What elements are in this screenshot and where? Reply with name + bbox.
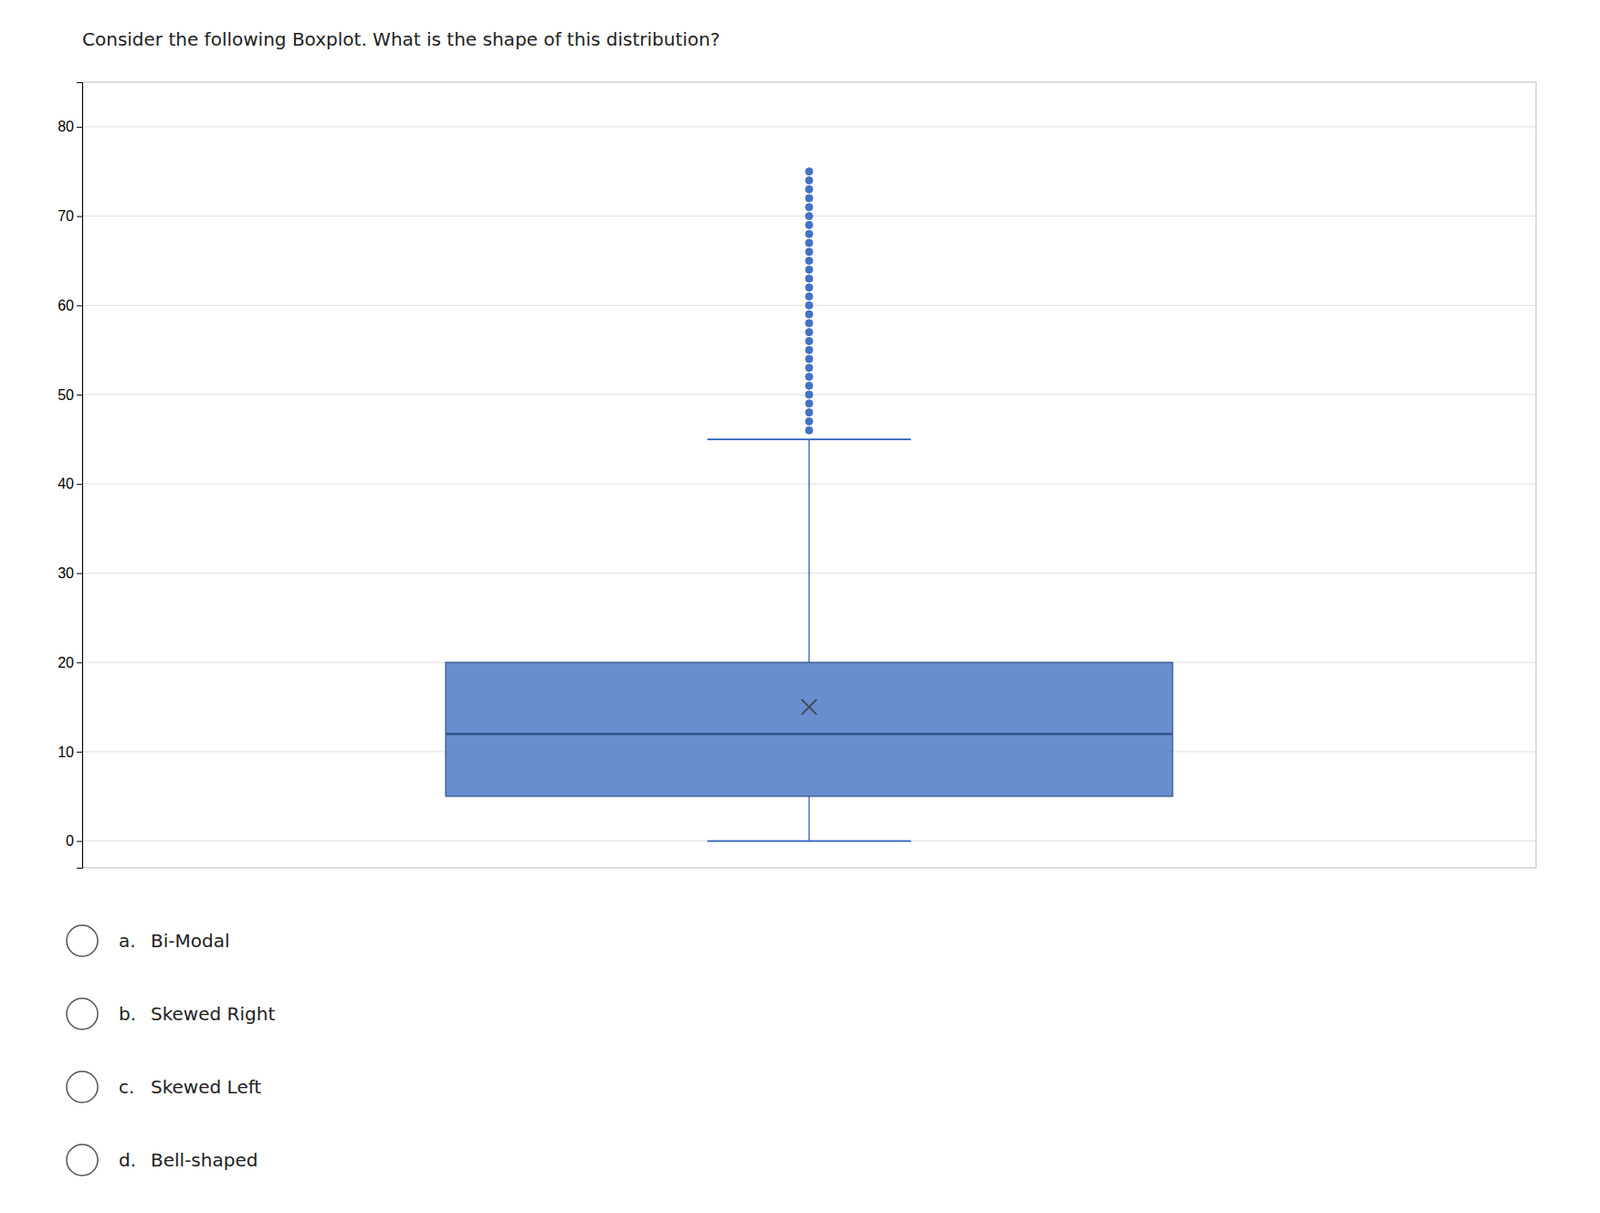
y-tick-mark <box>76 394 83 396</box>
y-tick-label: 40 <box>57 475 74 492</box>
y-tick: 60 <box>57 297 83 314</box>
y-tick-mark <box>76 305 83 306</box>
choice: a. Bi-Modal <box>66 925 231 957</box>
whisker-cap-upper <box>707 438 912 441</box>
choice-label: Bi-Modal <box>150 929 231 952</box>
outlier <box>805 364 813 372</box>
y-tick: 10 <box>57 744 83 760</box>
outlier <box>805 328 813 337</box>
choice: c. Skewed Left <box>66 1071 262 1103</box>
choice-radio[interactable] <box>66 1071 98 1103</box>
outlier <box>805 256 813 264</box>
y-tick: 30 <box>57 565 83 581</box>
grid-line <box>82 126 1537 127</box>
grid <box>82 126 1537 842</box>
plot: 0 10 20 30 40 50 60 70 80 <box>57 82 1537 869</box>
y-tick: 70 <box>57 208 83 224</box>
outlier <box>805 194 813 202</box>
outlier <box>805 409 813 417</box>
outlier <box>805 310 813 318</box>
outlier <box>805 400 813 408</box>
choice-label: Bell-shaped <box>150 1148 258 1171</box>
choice-label: Skewed Left <box>150 1075 262 1098</box>
y-tick: 80 <box>57 118 83 135</box>
y-tick-label: 0 <box>65 832 74 849</box>
grid-line <box>82 840 1537 842</box>
choice-letter: d. <box>118 1148 137 1171</box>
y-tick-label: 60 <box>57 297 74 314</box>
y-tick-label: 80 <box>57 118 74 135</box>
plot-frame <box>82 82 1537 868</box>
outlier <box>805 221 813 229</box>
y-tick: 20 <box>57 654 83 671</box>
y-tick-label: 70 <box>57 208 74 224</box>
outlier <box>805 293 813 301</box>
outlier <box>805 355 813 363</box>
outlier <box>805 346 813 354</box>
outlier <box>805 274 813 283</box>
y-tick-mark <box>76 126 83 128</box>
y-tick-mark <box>76 841 83 843</box>
choices: a. Bi-Modal b. Skewed Right c. Skewed Left d. B… <box>66 925 275 1176</box>
y-tick-mark <box>76 484 83 485</box>
y-tick-mark <box>76 216 83 218</box>
choice-letter: a. <box>118 929 137 952</box>
choice-letter: c. <box>118 1075 135 1098</box>
y-tick-mark <box>76 662 83 664</box>
outlier <box>805 168 813 176</box>
choice-radio[interactable] <box>66 998 98 1030</box>
y-axis: 0 10 20 30 40 50 60 70 80 <box>57 83 83 869</box>
median <box>445 732 1173 736</box>
outlier <box>805 248 813 256</box>
outlier <box>805 239 813 247</box>
outlier <box>805 381 813 390</box>
y-tick-label: 10 <box>57 744 74 760</box>
marks <box>445 168 1173 842</box>
y-tick-mark <box>76 573 83 575</box>
choice-letter: b. <box>118 1002 137 1025</box>
y-tick: 40 <box>57 475 83 492</box>
choice-label: Skewed Right <box>150 1002 275 1025</box>
title: Consider the following Boxplot. What is … <box>82 28 720 51</box>
outlier <box>805 203 813 211</box>
outlier <box>805 417 813 425</box>
outlier <box>805 373 813 381</box>
y-tick: 0 <box>65 832 83 849</box>
outlier <box>805 301 813 309</box>
outliers <box>805 168 813 434</box>
whisker-upper <box>808 439 811 663</box>
y-tick-label: 30 <box>57 565 74 581</box>
outlier <box>805 265 813 274</box>
mean-marker <box>801 699 818 716</box>
outlier <box>805 212 813 221</box>
choice-radio[interactable] <box>66 1144 98 1176</box>
chart-svg: Consider the following Boxplot. What is … <box>0 0 1600 1213</box>
outlier <box>805 336 813 345</box>
outlier <box>805 185 813 193</box>
y-tick: 50 <box>57 387 83 403</box>
y-tick-mark <box>76 751 83 753</box>
y-axis-line <box>76 83 84 869</box>
outlier <box>805 319 813 327</box>
y-tick-label: 50 <box>57 387 74 403</box>
outlier <box>805 426 813 434</box>
outlier <box>805 177 813 185</box>
whisker-lower <box>808 796 811 842</box>
outlier <box>805 284 813 292</box>
outlier <box>805 390 813 399</box>
box <box>445 662 1173 797</box>
y-tick-label: 20 <box>57 654 74 671</box>
choice: b. Skewed Right <box>66 998 275 1030</box>
choice: d. Bell-shaped <box>66 1144 258 1176</box>
whisker-cap-lower <box>707 840 912 843</box>
choice-radio[interactable] <box>66 925 98 957</box>
outlier <box>805 230 813 238</box>
